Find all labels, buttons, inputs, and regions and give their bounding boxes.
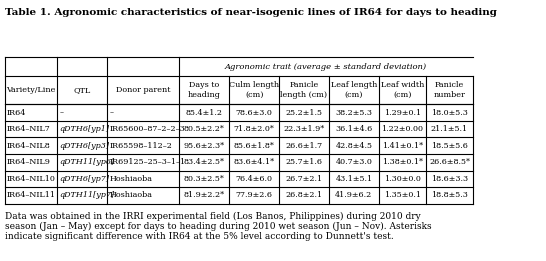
Text: 85.6±1.8*: 85.6±1.8* xyxy=(234,142,275,150)
Text: 26.6±8.5*: 26.6±8.5* xyxy=(429,158,470,166)
Text: Panicle
length (cm): Panicle length (cm) xyxy=(281,81,328,99)
Text: Variety/Line: Variety/Line xyxy=(7,86,56,94)
Text: Leaf length
(cm): Leaf length (cm) xyxy=(331,81,377,99)
Text: Culm length
(cm): Culm length (cm) xyxy=(229,81,279,99)
Text: 1.22±0.00: 1.22±0.00 xyxy=(381,125,423,133)
Text: 78.6±3.0: 78.6±3.0 xyxy=(236,109,272,117)
Text: 80.5±2.2*: 80.5±2.2* xyxy=(184,125,225,133)
Text: qDTH6[yp3]: qDTH6[yp3] xyxy=(60,142,110,150)
Text: IR65598–112–2: IR65598–112–2 xyxy=(110,142,173,150)
Text: Data was obtained in the IRRI experimental field (Los Banos, Philippines) during: Data was obtained in the IRRI experiment… xyxy=(5,211,431,241)
Text: –: – xyxy=(60,109,64,117)
Text: IR64–NIL7: IR64–NIL7 xyxy=(7,125,51,133)
Text: 1.30±0.0: 1.30±0.0 xyxy=(384,175,421,183)
Text: 81.9±2.2*: 81.9±2.2* xyxy=(183,191,225,199)
Text: 80.3±2.5*: 80.3±2.5* xyxy=(184,175,225,183)
Text: 95.6±2.3*: 95.6±2.3* xyxy=(183,142,225,150)
Text: IR64–NIL10: IR64–NIL10 xyxy=(7,175,56,183)
Text: Agronomic trait (average ± standard deviation): Agronomic trait (average ± standard devi… xyxy=(225,63,427,70)
Text: 40.7±3.0: 40.7±3.0 xyxy=(335,158,372,166)
Text: Leaf width
(cm): Leaf width (cm) xyxy=(381,81,424,99)
Text: 18.6±3.3: 18.6±3.3 xyxy=(431,175,468,183)
Text: 1.35±0.1: 1.35±0.1 xyxy=(384,191,421,199)
Text: 18.0±5.3: 18.0±5.3 xyxy=(431,109,468,117)
Text: 38.2±5.3: 38.2±5.3 xyxy=(335,109,372,117)
Text: IR64: IR64 xyxy=(7,109,26,117)
Text: qDTH6[yp1]: qDTH6[yp1] xyxy=(60,125,110,133)
Text: Days to
heading: Days to heading xyxy=(188,81,221,99)
Text: IR64–NIL11: IR64–NIL11 xyxy=(7,191,56,199)
Text: qDTH11[yp6]: qDTH11[yp6] xyxy=(60,158,115,166)
Text: Hoshiaoba: Hoshiaoba xyxy=(110,191,153,199)
Text: 26.7±2.1: 26.7±2.1 xyxy=(286,175,323,183)
Text: QTL: QTL xyxy=(74,86,91,94)
Text: 26.8±2.1: 26.8±2.1 xyxy=(286,191,323,199)
Text: qDTH6[yp7]: qDTH6[yp7] xyxy=(60,175,110,183)
Text: 41.9±6.2: 41.9±6.2 xyxy=(335,191,372,199)
Text: 76.4±6.0: 76.4±6.0 xyxy=(236,175,272,183)
Text: qDTH11[yp7]: qDTH11[yp7] xyxy=(60,191,115,199)
Text: IR69125–25–3–1–1: IR69125–25–3–1–1 xyxy=(110,158,186,166)
Text: IR64–NIL8: IR64–NIL8 xyxy=(7,142,51,150)
Text: Table 1. Agronomic characteristics of near-isogenic lines of IR64 for days to he: Table 1. Agronomic characteristics of ne… xyxy=(5,8,497,17)
Text: 1.38±0.1*: 1.38±0.1* xyxy=(382,158,423,166)
Text: –: – xyxy=(110,109,114,117)
Text: IR65600–87–2–2–3: IR65600–87–2–2–3 xyxy=(110,125,186,133)
Text: 71.8±2.0*: 71.8±2.0* xyxy=(234,125,275,133)
Text: 22.3±1.9*: 22.3±1.9* xyxy=(283,125,325,133)
Text: IR64–NIL9: IR64–NIL9 xyxy=(7,158,51,166)
Text: 1.29±0.1: 1.29±0.1 xyxy=(384,109,421,117)
Text: 18.5±5.6: 18.5±5.6 xyxy=(431,142,468,150)
Text: 26.6±1.7: 26.6±1.7 xyxy=(286,142,323,150)
Text: 43.1±5.1: 43.1±5.1 xyxy=(335,175,372,183)
Text: 85.4±1.2: 85.4±1.2 xyxy=(186,109,223,117)
Text: 25.2±1.5: 25.2±1.5 xyxy=(286,109,323,117)
Text: Donor parent: Donor parent xyxy=(116,86,170,94)
Text: 83.6±4.1*: 83.6±4.1* xyxy=(234,158,275,166)
Text: 21.1±5.1: 21.1±5.1 xyxy=(431,125,468,133)
Text: 42.8±4.5: 42.8±4.5 xyxy=(335,142,372,150)
Text: 36.1±4.6: 36.1±4.6 xyxy=(335,125,372,133)
Text: 77.9±2.6: 77.9±2.6 xyxy=(236,191,272,199)
Text: 18.8±5.3: 18.8±5.3 xyxy=(431,191,468,199)
Text: 83.4±2.5*: 83.4±2.5* xyxy=(184,158,225,166)
Text: 25.7±1.6: 25.7±1.6 xyxy=(286,158,323,166)
Text: Hoshiaoba: Hoshiaoba xyxy=(110,175,153,183)
Text: 1.41±0.1*: 1.41±0.1* xyxy=(382,142,423,150)
Text: Panicle
number: Panicle number xyxy=(434,81,465,99)
